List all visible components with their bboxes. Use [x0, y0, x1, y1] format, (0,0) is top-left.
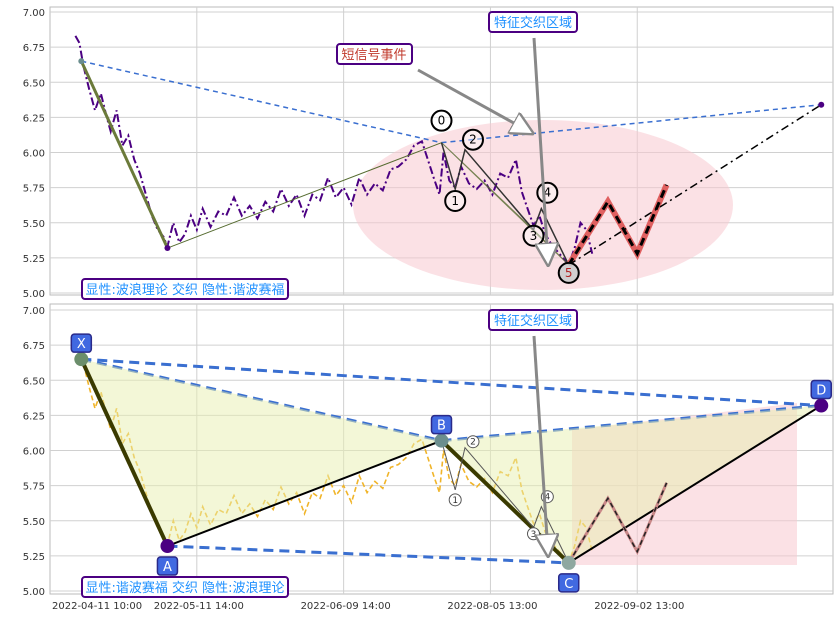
small-wave-label: 1	[452, 496, 458, 506]
small-wave-label: 4	[544, 493, 550, 503]
harmonic-dash	[81, 357, 822, 408]
y-tick-label: 5.00	[23, 289, 45, 300]
wave-marker-label: 4	[544, 186, 552, 200]
harmonic-label-B: B	[437, 419, 446, 434]
x-tick-label: 2022-05-11 14:00	[154, 601, 244, 612]
harmonic-label-C: C	[564, 577, 573, 592]
harmonic-dash	[167, 544, 569, 565]
wave-marker-5	[557, 261, 580, 284]
small-wave-marker	[448, 493, 462, 507]
wave-marker-label: 2	[469, 133, 477, 147]
y-tick-label: 7.00	[23, 8, 45, 19]
harmonic-label-box	[810, 379, 833, 400]
svg-text:特征交织区域: 特征交织区域	[494, 15, 572, 31]
top-zone-arrow	[532, 37, 548, 262]
wave-marker-1	[444, 190, 467, 213]
harmonic-point	[814, 398, 829, 413]
y-tick-label: 6.50	[23, 376, 45, 387]
bcd-fill	[441, 405, 822, 563]
x-b-dash	[81, 60, 442, 144]
y-tick-label: 5.75	[23, 184, 45, 195]
small-wave-marker	[466, 435, 480, 449]
svg-text:显性:波浪理论 交织 隐性:谐波赛福: 显性:波浪理论 交织 隐性:谐波赛福	[85, 282, 284, 298]
y-tick-label: 5.00	[23, 587, 45, 598]
y-tick-label: 6.25	[23, 411, 45, 422]
a-b-line	[167, 142, 442, 249]
x-tick-label: 2022-08-05 13:00	[447, 601, 537, 612]
svg-text:特征交织区域: 特征交织区域	[494, 313, 572, 329]
bottom-projection-dash	[568, 482, 668, 564]
y-tick-label: 7.00	[23, 306, 45, 317]
y-tick-label: 6.00	[23, 149, 45, 160]
b-d-dash	[441, 103, 822, 144]
x-tick-label: 2022-04-11 10:00	[52, 601, 142, 612]
wave-marker-label: 1	[451, 194, 459, 208]
wave-marker-0	[430, 109, 453, 132]
wave-marker-2	[461, 128, 484, 151]
y-tick-label: 6.50	[23, 78, 45, 89]
harmonic-point	[74, 352, 89, 367]
top-wave-overlay: 0 1 2 3 4 5	[78, 58, 825, 284]
y-tick-label: 5.50	[23, 517, 45, 528]
target-point	[818, 101, 825, 108]
y-tick-label: 6.75	[23, 43, 45, 54]
x-a-line	[79, 60, 169, 249]
harmonic-label-X: X	[77, 337, 86, 352]
y-tick-label: 5.50	[23, 219, 45, 230]
bottom-zone-arrow	[532, 335, 548, 553]
harmonic-point	[561, 555, 576, 570]
x-point	[78, 58, 85, 65]
projection-dash	[567, 184, 668, 266]
x-tick-label: 2022-06-09 14:00	[301, 601, 391, 612]
harmonic-label-box	[156, 556, 179, 576]
harmonic-label-box	[70, 333, 93, 353]
top-zone-label: 特征交织区域	[488, 11, 578, 33]
bottom-info-label: 显性:谐波赛福 交织 隐性:波浪理论	[81, 576, 289, 598]
wave-marker-label: 0	[438, 114, 446, 128]
a-point	[164, 245, 171, 252]
y-tick-label: 6.75	[23, 341, 45, 352]
bottom-harmonic-overlay: 2 1 3 4 X A B C D	[70, 333, 833, 593]
y-tick-label: 5.75	[23, 482, 45, 493]
wave-marker-3	[522, 224, 545, 247]
y-tick-label: 6.00	[23, 447, 45, 458]
x-a-leg	[79, 358, 170, 547]
harmonic-label-A: A	[163, 560, 172, 575]
signal-arrow	[417, 68, 530, 132]
top-info-label: 显性:波浪理论 交织 隐性:谐波赛福	[81, 278, 289, 300]
y-tick-label: 6.25	[23, 113, 45, 124]
axis-labels: 7.00 6.75 6.50 6.25 6.00 5.75 5.50 5.25 5.00 7.00…	[23, 8, 685, 612]
svg-text:显性:谐波赛福 交织 隐性:波浪理论: 显性:谐波赛福 交织 隐性:波浪理论	[85, 580, 284, 596]
target-dashdot	[568, 104, 822, 266]
harmonic-point	[160, 539, 175, 554]
small-wave-label: 3	[531, 530, 537, 540]
bottom-zone-label: 特征交织区域	[488, 309, 578, 331]
wave-marker-label: 5	[565, 266, 573, 280]
harmonic-label-box	[557, 573, 580, 593]
top-signal-label: 短信号事件	[336, 43, 413, 65]
small-wave-label: 2	[470, 438, 476, 448]
x-tick-label: 2022-09-02 13:00	[594, 601, 684, 612]
y-tick-label: 5.25	[23, 254, 45, 265]
xab-fill	[81, 359, 442, 547]
harmonic-point	[434, 433, 449, 448]
svg-text:短信号事件: 短信号事件	[341, 48, 406, 63]
harmonic-label-box	[430, 414, 453, 435]
wave-marker-label: 3	[530, 229, 538, 243]
harmonic-label-D: D	[816, 384, 826, 399]
y-tick-label: 5.25	[23, 552, 45, 563]
